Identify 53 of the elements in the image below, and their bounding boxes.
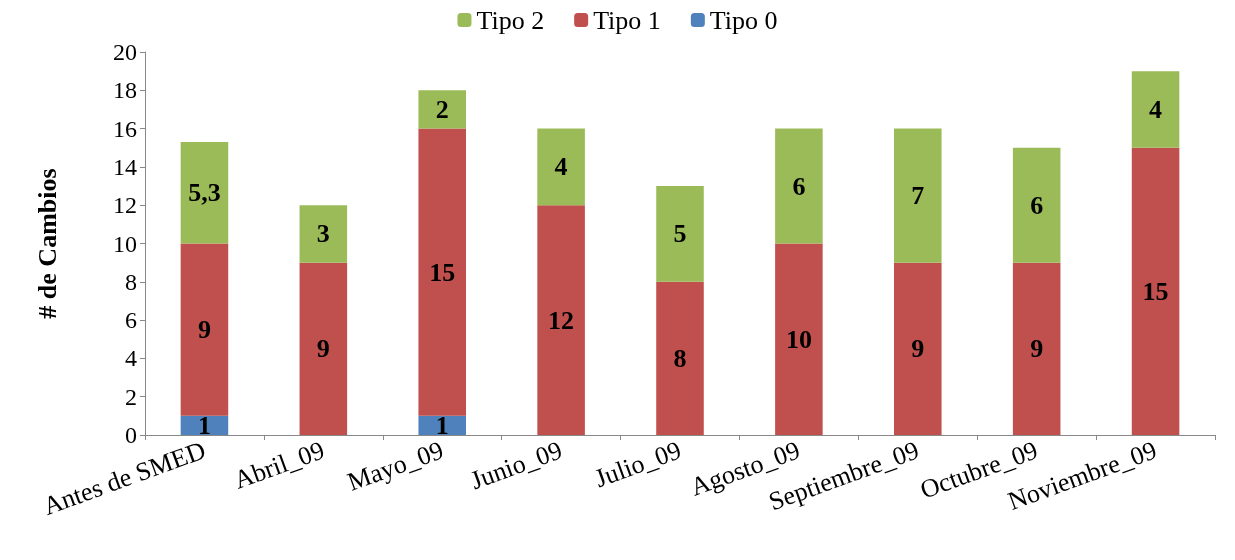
data-label: 12	[548, 305, 575, 335]
data-label: 1	[197, 410, 211, 440]
y-tick-label: 18	[113, 77, 137, 104]
bar	[537, 205, 585, 435]
data-label: 8	[673, 343, 687, 373]
bar	[418, 90, 466, 129]
data-label: 6	[792, 171, 806, 201]
y-tick-label: 8	[125, 268, 137, 295]
bar	[1012, 147, 1061, 263]
bar	[894, 128, 942, 263]
bar	[775, 128, 823, 244]
y-tick-label: 14	[113, 153, 137, 180]
bar	[537, 128, 585, 206]
bar	[1131, 71, 1180, 148]
data-label: 15	[1142, 276, 1169, 306]
data-label: 9	[911, 334, 925, 364]
bar	[299, 205, 348, 263]
data-label: 5,3	[188, 178, 221, 208]
data-label: 9	[197, 315, 211, 345]
y-tick-label: 20	[113, 39, 137, 65]
data-label: 4	[1149, 94, 1163, 124]
bar	[656, 186, 704, 282]
y-axis-title: # de Cambios	[32, 168, 62, 319]
data-label: 6	[1030, 190, 1044, 220]
legend-label: Tipo 1	[593, 5, 661, 35]
bar	[775, 243, 823, 435]
data-label: 9	[316, 334, 330, 364]
y-tick-label: 2	[125, 383, 137, 410]
bar	[656, 281, 704, 435]
bar	[299, 262, 348, 435]
bar	[180, 243, 229, 416]
y-tick-label: 6	[125, 307, 137, 334]
data-label: 4	[554, 152, 568, 182]
data-label: 2	[435, 94, 449, 124]
y-tick-label: 10	[113, 230, 137, 257]
bar	[418, 128, 466, 416]
y-tick-label: 12	[113, 192, 137, 219]
data-label: 3	[316, 219, 330, 249]
legend-label: Tipo 0	[709, 5, 778, 35]
data-label: 7	[911, 181, 925, 211]
y-tick-label: 4	[125, 345, 137, 372]
bar	[180, 142, 229, 244]
y-tick-label: 0	[125, 422, 137, 448]
legend-label: Tipo 2	[476, 5, 545, 35]
data-label: 1	[435, 410, 449, 440]
bar	[894, 262, 942, 435]
bar	[1131, 147, 1180, 435]
bar	[1012, 262, 1061, 435]
data-label: 5	[673, 219, 687, 249]
data-label: 10	[785, 324, 812, 354]
data-label: 9	[1030, 334, 1044, 364]
data-label: 15	[429, 257, 456, 287]
y-tick-label: 16	[113, 115, 137, 142]
